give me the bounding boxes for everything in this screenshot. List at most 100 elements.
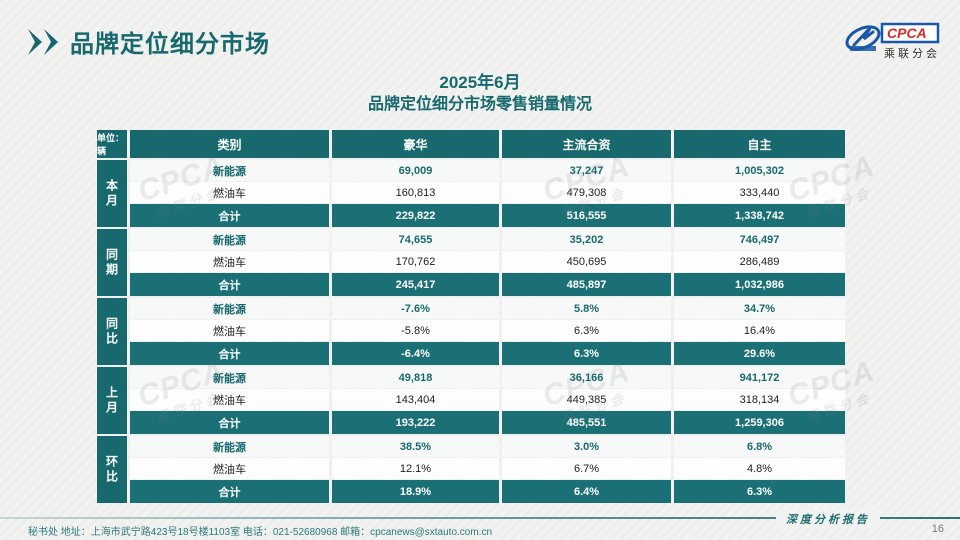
value-cell: -6.4%: [332, 342, 499, 365]
value-cell: 49,818: [332, 367, 499, 388]
value-cell: 3.0%: [502, 436, 671, 457]
value-cell: 35,202: [502, 229, 671, 250]
table-row-total: 合计 -6.4% 6.3% 29.6%: [130, 342, 845, 365]
report-type-label: 深度分析报告: [776, 509, 880, 529]
category-cell: 合计: [130, 480, 329, 503]
table-row: 燃油车 170,762 450,695 286,489: [130, 251, 845, 272]
value-cell: 160,813: [332, 182, 499, 203]
category-cell: 新能源: [130, 367, 329, 388]
table-row: 燃油车 12.1% 6.7% 4.8%: [130, 458, 845, 479]
value-cell: 479,308: [502, 182, 671, 203]
column-header-mainstream-jv: 主流合资: [502, 130, 671, 158]
table-group-current-month: 本月 新能源 69,009 37,247 1,005,302 燃油车 160,8…: [97, 160, 845, 227]
value-cell: 69,009: [332, 160, 499, 181]
value-cell: 12.1%: [332, 458, 499, 479]
table-row: 新能源 38.5% 3.0% 6.8%: [130, 436, 845, 457]
group-label: 环比: [97, 436, 127, 503]
value-cell: 229,822: [332, 204, 499, 227]
value-cell: 516,555: [502, 204, 671, 227]
value-cell: 6.3%: [674, 480, 845, 503]
table-row: 新能源 -7.6% 5.8% 34.7%: [130, 298, 845, 319]
double-chevron-icon: [28, 28, 58, 55]
category-cell: 新能源: [130, 298, 329, 319]
value-cell: 5.8%: [502, 298, 671, 319]
table-row-total: 合计 245,417 485,897 1,032,986: [130, 273, 845, 296]
value-cell: 6.4%: [502, 480, 671, 503]
category-cell: 燃油车: [130, 458, 329, 479]
unit-label: 单位：辆: [97, 130, 127, 158]
column-header-domestic: 自主: [674, 130, 845, 158]
value-cell: 1,259,306: [674, 411, 845, 434]
table-row-total: 合计 193,222 485,551 1,259,306: [130, 411, 845, 434]
value-cell: 37,247: [502, 160, 671, 181]
slide-header: 品牌定位细分市场: [28, 24, 270, 59]
value-cell: 38.5%: [332, 436, 499, 457]
value-cell: 485,551: [502, 411, 671, 434]
page-title: 品牌定位细分市场: [70, 31, 270, 58]
value-cell: 1,338,742: [674, 204, 845, 227]
logo-swoosh-icon: [845, 25, 881, 51]
footer-divider: [0, 517, 960, 519]
category-cell: 新能源: [130, 229, 329, 250]
logo-text: CPCA: [887, 25, 927, 41]
value-cell: 74,655: [332, 229, 499, 250]
value-cell: 170,762: [332, 251, 499, 272]
category-cell: 燃油车: [130, 251, 329, 272]
category-cell: 合计: [130, 342, 329, 365]
sales-table: 单位：辆 类别 豪华 主流合资 自主 本月 新能源 69,009 37,247 …: [97, 130, 845, 503]
value-cell: 1,032,986: [674, 273, 845, 296]
value-cell: 286,489: [674, 251, 845, 272]
table-header-row: 单位：辆 类别 豪华 主流合资 自主: [97, 130, 845, 158]
value-cell: 449,385: [502, 389, 671, 410]
value-cell: 34.7%: [674, 298, 845, 319]
value-cell: 333,440: [674, 182, 845, 203]
value-cell: 941,172: [674, 367, 845, 388]
value-cell: 1,005,302: [674, 160, 845, 181]
footer-contact-info: 秘书处 地址：上海市武宁路423号18号楼1103室 电话：021-526809…: [28, 527, 493, 538]
value-cell: -7.6%: [332, 298, 499, 319]
table-row: 新能源 49,818 36,166 941,172: [130, 367, 845, 388]
value-cell: 6.3%: [502, 320, 671, 341]
value-cell: 6.8%: [674, 436, 845, 457]
group-label: 同比: [97, 298, 127, 365]
value-cell: 245,417: [332, 273, 499, 296]
category-cell: 燃油车: [130, 389, 329, 410]
value-cell: 318,134: [674, 389, 845, 410]
table-row: 燃油车 -5.8% 6.3% 16.4%: [130, 320, 845, 341]
value-cell: 6.7%: [502, 458, 671, 479]
value-cell: 4.8%: [674, 458, 845, 479]
value-cell: -5.8%: [332, 320, 499, 341]
value-cell: 29.6%: [674, 342, 845, 365]
category-cell: 燃油车: [130, 182, 329, 203]
table-group-mom: 环比 新能源 38.5% 3.0% 6.8% 燃油车 12.1% 6.7% 4.…: [97, 436, 845, 503]
category-cell: 燃油车: [130, 320, 329, 341]
column-header-luxury: 豪华: [332, 130, 499, 158]
table-title-text: 品牌定位细分市场零售销量情况: [367, 96, 592, 113]
value-cell: 450,695: [502, 251, 671, 272]
table-row: 新能源 69,009 37,247 1,005,302: [130, 160, 845, 181]
cpca-logo: CPCA 乘联分会: [842, 18, 942, 67]
group-label: 上月: [97, 367, 127, 434]
value-cell: 143,404: [332, 389, 499, 410]
page-number: 16: [931, 523, 944, 535]
table-row: 燃油车 160,813 479,308 333,440: [130, 182, 845, 203]
table-title: 2025年6月 品牌定位细分市场零售销量情况: [0, 72, 960, 115]
category-cell: 合计: [130, 204, 329, 227]
value-cell: 485,897: [502, 273, 671, 296]
group-label: 本月: [97, 160, 127, 227]
value-cell: 6.3%: [502, 342, 671, 365]
table-row: 燃油车 143,404 449,385 318,134: [130, 389, 845, 410]
category-cell: 新能源: [130, 160, 329, 181]
table-group-yoy: 同比 新能源 -7.6% 5.8% 34.7% 燃油车 -5.8% 6.3% 1…: [97, 298, 845, 365]
table-row-total: 合计 18.9% 6.4% 6.3%: [130, 480, 845, 503]
value-cell: 193,222: [332, 411, 499, 434]
value-cell: 16.4%: [674, 320, 845, 341]
value-cell: 36,166: [502, 367, 671, 388]
group-label: 同期: [97, 229, 127, 296]
value-cell: 18.9%: [332, 480, 499, 503]
table-group-same-period: 同期 新能源 74,655 35,202 746,497 燃油车 170,762…: [97, 229, 845, 296]
value-cell: 746,497: [674, 229, 845, 250]
column-header-category: 类别: [130, 130, 329, 158]
logo-subtitle-text: 乘联分会: [884, 47, 940, 60]
table-row: 新能源 74,655 35,202 746,497: [130, 229, 845, 250]
